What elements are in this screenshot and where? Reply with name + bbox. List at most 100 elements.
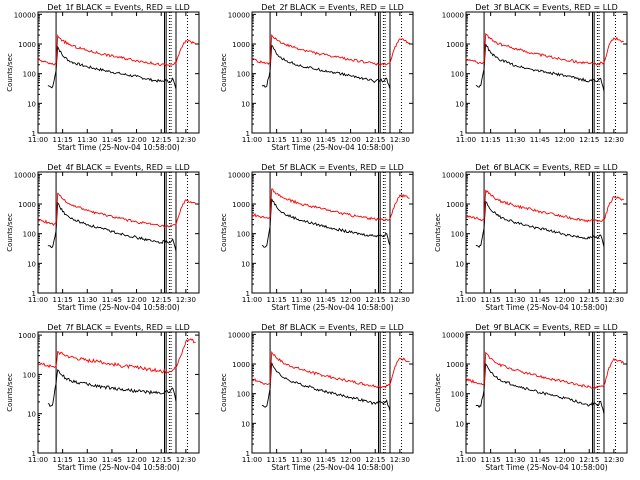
y-tick-label: 1000 [446,201,464,209]
y-tick-label: 10 [241,100,250,108]
plot-frame [251,11,414,134]
chart-panel: Det_4f BLACK = Events, RED = LLD 1 10 100 10… [6,163,200,312]
chart-title: Det_3f BLACK = Events, RED = LLD [475,3,618,12]
y-tick-label: 1 [460,130,464,138]
y-tick-label: 10000 [228,171,250,179]
x-axis-label: Start Time (25-Nov-04 10:58:00) [271,303,393,312]
y-axis-label: Counts/sec [6,213,14,252]
x-tick-label: 12:00 [126,296,146,304]
y-tick-label: 1000 [18,201,36,209]
x-tick-label: 12:30 [176,136,196,144]
x-tick-label: 11:00 [28,296,48,304]
x-tick-label: 12:15 [151,136,171,144]
y-tick-label: 1000 [232,361,250,369]
x-tick-label: 11:00 [28,456,48,464]
y-tick-label: 1 [32,130,36,138]
x-tick-label: 12:15 [579,456,599,464]
x-tick-label: 11:00 [456,296,476,304]
y-tick-label: 100 [237,231,250,239]
x-tick-label: 12:30 [390,456,410,464]
plot-frame [465,171,628,294]
y-tick-label: 1 [246,130,250,138]
y-tick-label: 1 [460,450,464,458]
series-lld-line [251,350,410,389]
x-tick-label: 12:00 [340,456,360,464]
x-tick-label: 12:30 [390,296,410,304]
x-tick-label: 11:00 [456,136,476,144]
y-tick-label: 100 [451,391,464,399]
chart-title: Det_9f BLACK = Events, RED = LLD [475,323,618,332]
x-tick-label: 12:30 [390,136,410,144]
y-tick-label: 1000 [232,41,250,49]
x-tick-label: 12:15 [151,296,171,304]
x-tick-label: 11:30 [77,456,97,464]
y-tick-label: 100 [451,231,464,239]
series-lld-line [37,192,197,229]
chart-panel: Det_6f BLACK = Events, RED = LLD 1 10 100 10… [434,163,628,312]
series-events-line [47,45,177,90]
y-tick-label: 10 [455,100,464,108]
plot-frame [37,11,200,134]
x-tick-label: 12:15 [365,456,385,464]
series-lld-line [465,351,625,389]
y-tick-label: 1000 [446,41,464,49]
chart-panel: Det_2f BLACK = Events, RED = LLD 1 10 100 10… [220,3,414,152]
x-tick-label: 12:00 [340,136,360,144]
y-tick-label: 1000 [446,361,464,369]
series-lld-line [465,32,624,66]
x-tick-label: 11:45 [530,456,550,464]
x-tick-label: 11:30 [505,136,525,144]
y-tick-label: 10 [241,260,250,268]
chart-panel: Det_9f BLACK = Events, RED = LLD 1 10 100 10… [434,323,628,472]
x-tick-label: 12:15 [579,136,599,144]
x-tick-label: 12:00 [554,456,574,464]
x-tick-label: 12:15 [365,296,385,304]
plot-frame [465,11,628,134]
x-tick-label: 11:00 [242,456,262,464]
x-tick-label: 11:45 [530,296,550,304]
series-events-line [47,201,177,252]
chart-title: Det_2f BLACK = Events, RED = LLD [261,3,404,12]
y-tick-label: 1 [460,290,464,298]
chart-title: Det_6f BLACK = Events, RED = LLD [475,163,618,172]
y-tick-label: 1 [32,290,36,298]
x-tick-label: 11:15 [267,456,287,464]
x-tick-label: 11:30 [505,296,525,304]
y-tick-label: 10 [27,260,36,268]
x-tick-label: 11:15 [267,296,287,304]
series-events-line [475,362,605,415]
x-tick-label: 11:45 [102,136,122,144]
y-axis-label: Counts/sec [220,213,228,252]
x-tick-label: 11:30 [291,456,311,464]
chart-title: Det_1f BLACK = Events, RED = LLD [47,3,190,12]
series-events-line [475,200,605,248]
series-lld-line [251,33,410,67]
x-tick-label: 12:15 [365,136,385,144]
y-tick-label: 1 [246,450,250,458]
x-tick-label: 11:00 [242,136,262,144]
y-tick-label: 1000 [232,201,250,209]
x-tick-label: 11:15 [481,296,501,304]
x-tick-label: 11:45 [102,296,122,304]
plot-frame [465,331,628,454]
x-tick-label: 12:30 [176,456,196,464]
y-tick-label: 10000 [228,331,250,339]
x-tick-label: 12:15 [151,456,171,464]
chart-panel: Det_5f BLACK = Events, RED = LLD 1 10 100 10… [220,163,414,312]
y-tick-label: 100 [451,71,464,79]
x-tick-label: 12:00 [554,296,574,304]
y-tick-label: 10 [27,100,36,108]
x-tick-label: 12:30 [604,136,624,144]
x-axis-label: Start Time (25-Nov-04 10:58:00) [57,143,179,152]
y-tick-label: 10000 [442,11,464,19]
y-tick-label: 10000 [14,11,36,19]
x-tick-label: 11:15 [481,456,501,464]
x-tick-label: 11:30 [291,136,311,144]
y-tick-label: 10 [455,260,464,268]
series-lld-line [465,189,624,223]
x-tick-label: 11:15 [267,136,287,144]
y-axis-label: Counts/sec [434,373,442,412]
series-lld-line [37,34,197,67]
y-tick-label: 1 [32,450,36,458]
series-events-line [261,362,391,412]
